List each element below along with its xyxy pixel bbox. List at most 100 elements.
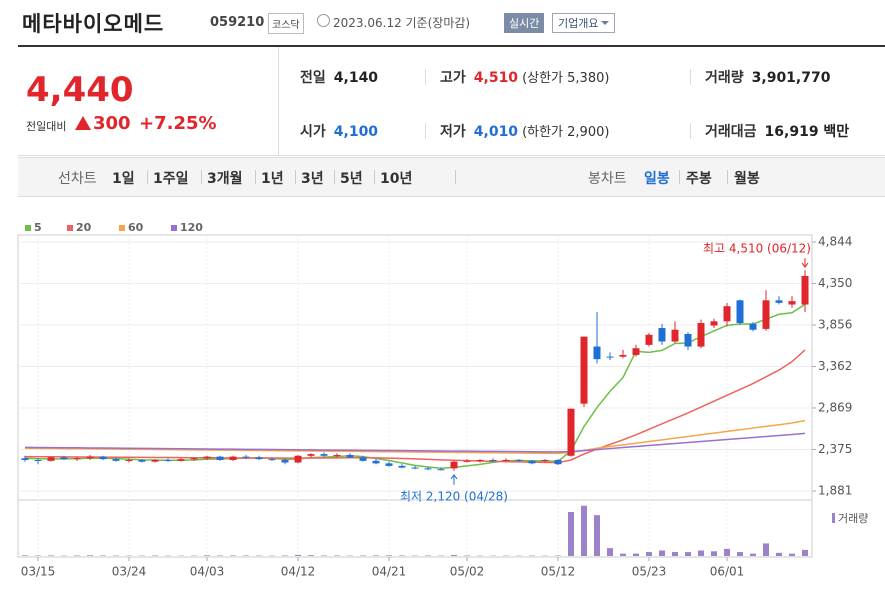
stat-label: 거래량	[705, 70, 744, 86]
annotation: 최고 4,510 (06/12)	[703, 242, 811, 256]
legend-label: 20	[76, 221, 92, 234]
candle-body	[489, 459, 497, 461]
candle-body	[697, 323, 705, 347]
candle-body	[749, 323, 757, 330]
stock-name: 메타바이오메드	[22, 12, 165, 36]
volume-bar	[620, 553, 626, 556]
candle-body	[580, 336, 588, 404]
separator	[727, 170, 728, 184]
separator	[334, 170, 335, 184]
x-tick-label: 05/23	[632, 565, 667, 579]
tab[interactable]: 3년	[301, 171, 324, 187]
volume-bar	[763, 543, 769, 556]
tab-group-label: 봉차트	[588, 171, 627, 187]
stat-label: 거래대금	[705, 124, 757, 140]
candle-body	[645, 334, 653, 345]
current-price: 4,440	[26, 70, 134, 110]
candle-body	[47, 457, 55, 461]
volume-bar	[581, 505, 587, 556]
tab[interactable]: 10년	[380, 171, 413, 187]
tab[interactable]: 3개월	[207, 171, 243, 187]
volume-bar	[750, 553, 756, 556]
candle-body	[567, 408, 575, 456]
tab[interactable]: 주봉	[686, 171, 712, 187]
volume-bar	[646, 552, 652, 556]
candle-body	[177, 459, 185, 461]
candle-body	[320, 454, 328, 456]
volume-bar	[568, 512, 574, 556]
volume-bar	[737, 552, 743, 556]
candle-body	[21, 458, 29, 460]
company-overview-button[interactable]: 기업개요	[552, 13, 616, 33]
candle-body	[541, 459, 549, 461]
stat-label: 전일	[300, 70, 326, 86]
y-tick-label: 3,856	[818, 318, 852, 332]
candle-body	[125, 459, 133, 461]
separator	[455, 170, 456, 184]
annotation: 최저 2,120 (04/28)	[400, 489, 508, 503]
candle-body	[528, 460, 536, 464]
candle-body	[281, 459, 289, 463]
stat-label: 시가	[300, 124, 326, 140]
legend-swatch	[67, 225, 73, 231]
tab[interactable]: 1일	[112, 171, 135, 187]
legend-label: 120	[180, 221, 203, 234]
stat-value: 3,901,770	[751, 70, 831, 86]
candle-body	[294, 455, 302, 463]
tab[interactable]: 1년	[261, 171, 284, 187]
tab[interactable]: 1주일	[153, 171, 189, 187]
candle-body	[359, 457, 367, 461]
volume-bar	[698, 550, 704, 556]
candle-body	[229, 456, 237, 460]
x-tick-label: 05/12	[541, 565, 576, 579]
candle-body	[723, 306, 731, 322]
annotation-arrow	[801, 258, 809, 268]
y-tick-label: 3,362	[818, 359, 852, 373]
candle-body	[86, 456, 94, 459]
candle-body	[502, 459, 510, 461]
stat: 전일 4,140	[300, 67, 378, 87]
tab[interactable]: 월봉	[734, 171, 760, 187]
candle-body	[593, 346, 601, 360]
candle-body	[619, 354, 627, 357]
ma-line	[24, 349, 806, 464]
y-tick-label: 4,844	[818, 235, 852, 249]
candle-body	[164, 459, 172, 461]
stat-value: 16,919 백만	[764, 124, 850, 140]
stat-value: 4,140	[333, 70, 379, 86]
y-tick-label: 2,375	[818, 442, 852, 456]
volume-bar	[724, 548, 730, 556]
candle-body	[684, 333, 692, 347]
volume-bar	[373, 555, 379, 556]
separator	[147, 170, 148, 184]
stat-note: (하한가 2,900)	[522, 125, 610, 140]
legend-swatch	[832, 513, 835, 523]
candle-body	[437, 469, 445, 471]
separator	[690, 123, 691, 139]
candle-body	[476, 459, 484, 461]
candle-body	[398, 465, 406, 468]
candle-body	[463, 460, 471, 462]
tab[interactable]: 일봉	[644, 171, 670, 187]
x-tick-label: 06/01	[710, 565, 745, 579]
volume-bar	[87, 555, 93, 556]
base-date: 2023.06.12 기준(장마감)	[333, 16, 471, 30]
y-tick-label: 4,350	[818, 276, 852, 290]
volume-bar	[607, 548, 613, 556]
x-tick-label: 03/15	[21, 565, 56, 579]
realtime-button[interactable]: 실시간	[504, 13, 545, 33]
separator	[374, 170, 375, 184]
stock-code: 059210	[210, 15, 265, 30]
candle-body	[203, 456, 211, 459]
candle-body	[216, 456, 224, 460]
volume-bar	[230, 555, 236, 556]
candle-body	[333, 454, 341, 456]
stat-value: 4,510	[473, 70, 519, 86]
volume-bar	[204, 555, 210, 556]
tab[interactable]: 5년	[340, 171, 363, 187]
candle-body	[60, 457, 68, 460]
candle-body	[788, 301, 796, 305]
separator	[255, 170, 256, 184]
legend-label: 거래량	[838, 512, 868, 525]
